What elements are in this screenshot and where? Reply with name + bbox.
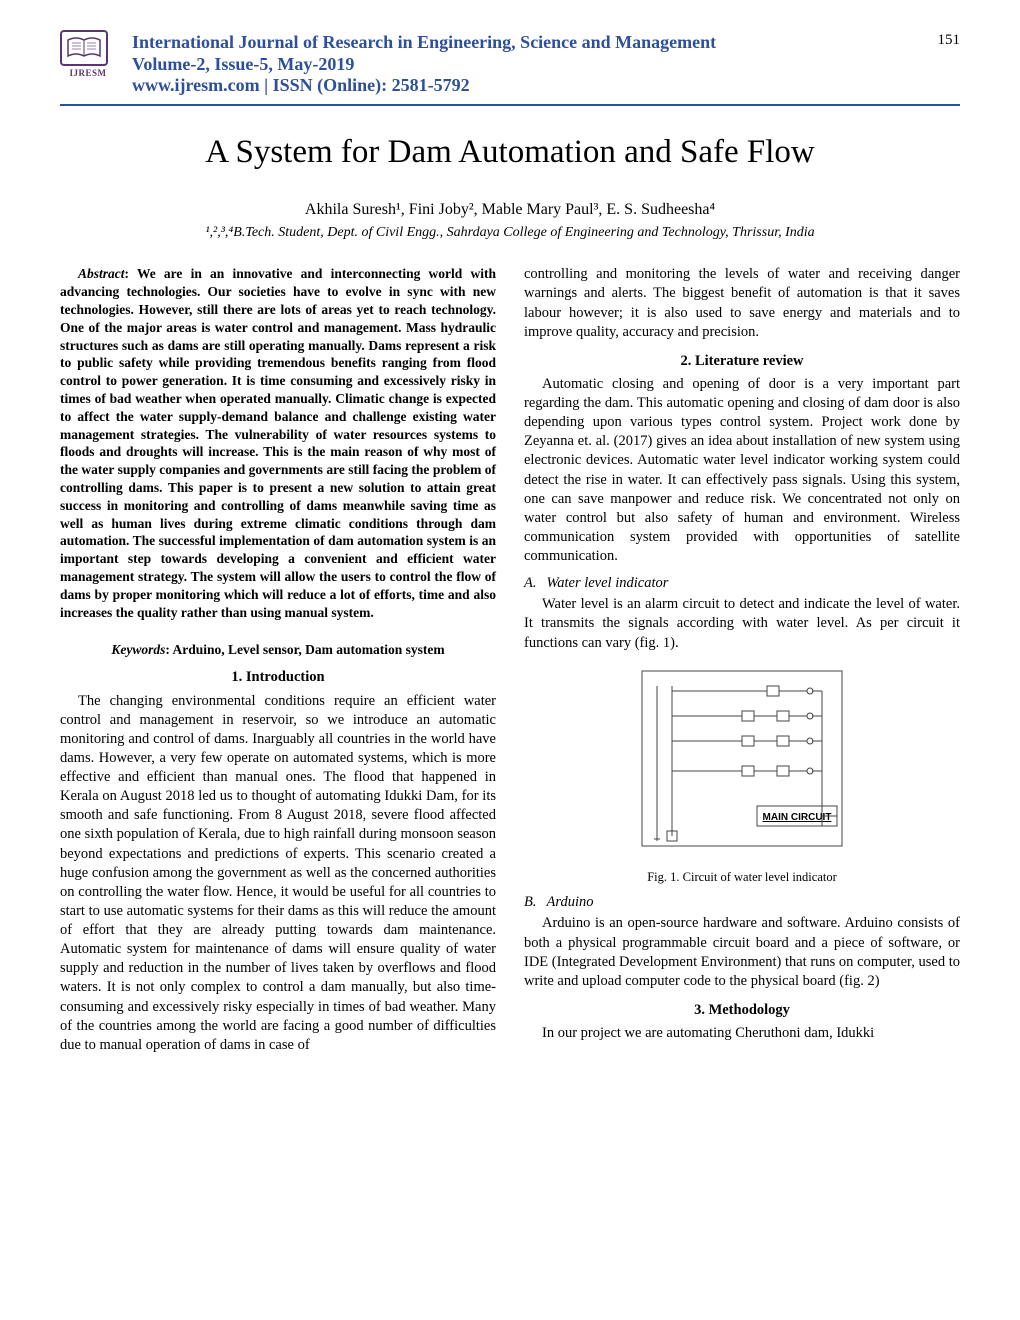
volume-issue: Volume-2, Issue-5, May-2019 (132, 54, 922, 75)
sub-a-title: Water level indicator (546, 575, 668, 591)
subsection-b: B. Arduino (524, 893, 960, 912)
sub-b-letter: B. (524, 894, 536, 910)
intro-paragraph: The changing environmental conditions re… (60, 692, 496, 1055)
website-issn: www.ijresm.com | ISSN (Online): 2581-579… (132, 75, 922, 96)
affiliation: ¹,²,³,⁴B.Tech. Student, Dept. of Civil E… (60, 225, 960, 241)
abstract-body: : We are in an innovative and interconne… (60, 266, 496, 619)
two-column-body: Abstract: We are in an innovative and in… (60, 265, 960, 1055)
logo-label: IJRESM (60, 68, 116, 78)
sub-b-text: Arduino is an open-source hardware and s… (524, 914, 960, 991)
page-number: 151 (938, 32, 961, 49)
method-paragraph: In our project we are automating Cheruth… (524, 1024, 960, 1043)
right-column: controlling and monitoring the levels of… (524, 265, 960, 1055)
circuit-diagram: MAIN CIRCUIT (612, 661, 872, 861)
figure-1-caption: Fig. 1. Circuit of water level indicator (524, 869, 960, 886)
section-method-head: 3. Methodology (524, 1001, 960, 1020)
sub-a-letter: A. (524, 575, 536, 591)
col2-continuation: controlling and monitoring the levels of… (524, 265, 960, 342)
paper-title: A System for Dam Automation and Safe Flo… (60, 134, 960, 171)
page-header: IJRESM International Journal of Research… (60, 30, 960, 106)
keywords-label: Keywords (111, 642, 165, 657)
book-icon (60, 30, 108, 66)
fig1-box-label: MAIN CIRCUIT (763, 812, 832, 823)
subsection-a: A. Water level indicator (524, 574, 960, 593)
journal-name: International Journal of Research in Eng… (132, 30, 922, 54)
lit-paragraph: Automatic closing and opening of door is… (524, 375, 960, 566)
abstract-block: Abstract: We are in an innovative and in… (60, 265, 496, 621)
section-intro-head: 1. Introduction (60, 668, 496, 687)
keywords-body: : Arduino, Level sensor, Dam automation … (165, 642, 444, 657)
journal-logo: IJRESM (60, 30, 116, 78)
abstract-label: Abstract (78, 266, 125, 281)
section-lit-head: 2. Literature review (524, 352, 960, 371)
left-column: Abstract: We are in an innovative and in… (60, 265, 496, 1055)
header-text-block: International Journal of Research in Eng… (132, 30, 922, 96)
sub-b-title: Arduino (546, 894, 593, 910)
sub-a-text: Water level is an alarm circuit to detec… (524, 595, 960, 652)
figure-1: MAIN CIRCUIT Fig. 1. Circuit of water le… (524, 661, 960, 886)
keywords-block: Keywords: Arduino, Level sensor, Dam aut… (60, 641, 496, 659)
authors: Akhila Suresh¹, Fini Joby², Mable Mary P… (60, 201, 960, 219)
